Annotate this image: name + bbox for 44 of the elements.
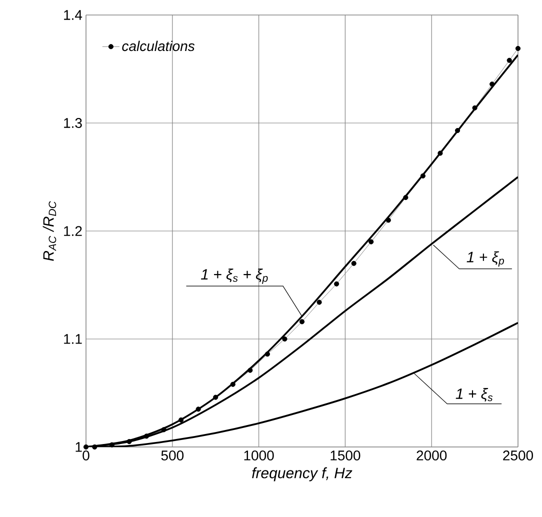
point: [351, 260, 356, 266]
legend-label: calculations: [122, 40, 195, 52]
x-tick-label: 0: [82, 450, 90, 460]
x-tick-label: 1500: [330, 450, 360, 460]
point: [144, 434, 150, 439]
point: [213, 394, 218, 400]
point: [161, 427, 166, 432]
y-tick-label: 1.1: [64, 334, 82, 344]
point: [334, 281, 340, 286]
point: [316, 300, 322, 305]
y-tick-label: 1.4: [64, 10, 82, 20]
point: [403, 194, 408, 200]
x-tick-label: 1000: [244, 450, 274, 460]
annotation: 1 + ξ$_{s}$ + ξ$_{p}$: [200, 268, 268, 284]
y-axis-title: R$_{AC}$ /R$_{DC}$: [42, 201, 56, 261]
point: [490, 82, 495, 87]
y-tick-label: 1.2: [64, 226, 82, 236]
y-tick-label: 1.3: [64, 118, 82, 128]
point: [126, 439, 132, 444]
point: [438, 150, 443, 156]
annotation: 1 + ξ$_{p}$: [466, 251, 504, 267]
annotation: 1 + ξ$_{s}$: [456, 388, 493, 402]
point: [386, 218, 391, 223]
x-tick-label: 2500: [503, 450, 534, 460]
y-tick-label: 1: [76, 442, 82, 452]
point: [83, 444, 89, 450]
point: [178, 417, 184, 423]
point: [109, 442, 114, 448]
point: [92, 444, 98, 450]
point: [282, 336, 288, 342]
point: [196, 406, 201, 412]
point: [506, 58, 512, 63]
point: [515, 46, 521, 52]
point: [230, 382, 236, 387]
point: [472, 105, 478, 110]
x-tick-label: 500: [161, 450, 184, 460]
point: [368, 239, 374, 244]
point: [299, 319, 305, 324]
point: [264, 352, 270, 357]
x-axis-title: frequency f, Hz: [252, 467, 352, 482]
point: [454, 128, 460, 134]
point: [420, 173, 426, 178]
x-tick-label: 2000: [416, 450, 447, 460]
point: [248, 368, 253, 373]
